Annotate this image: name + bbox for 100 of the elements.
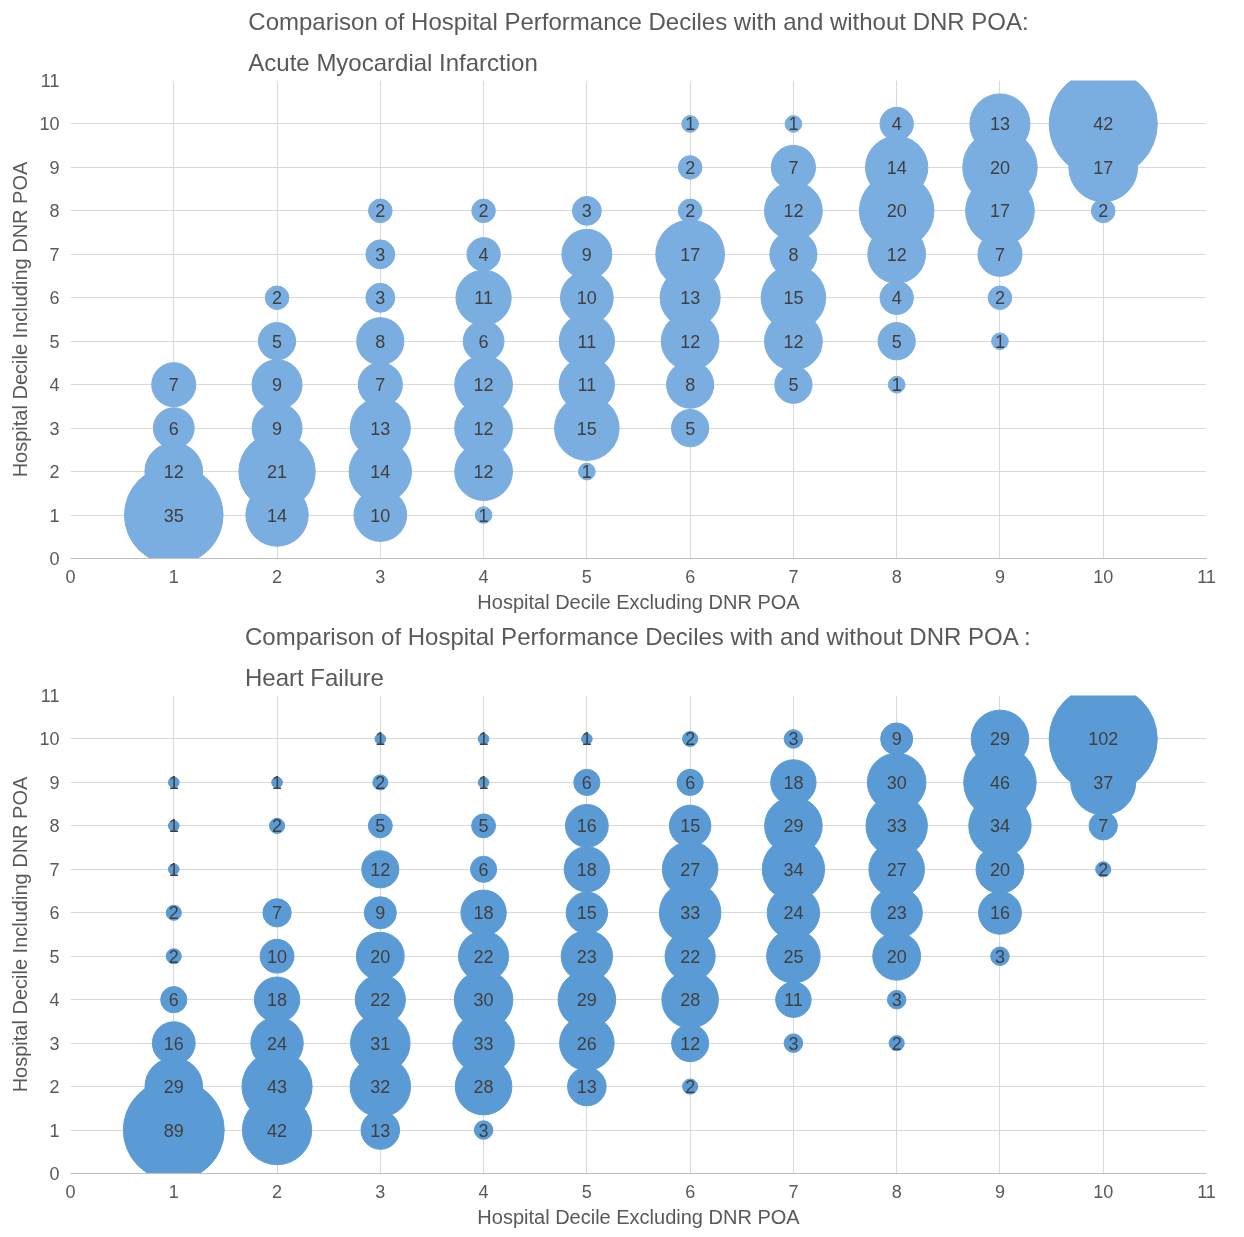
data-label: 2 bbox=[375, 772, 386, 793]
data-label: 10 bbox=[370, 505, 391, 526]
x-tick-label: 3 bbox=[375, 566, 386, 587]
data-label: 14 bbox=[267, 505, 288, 526]
data-label: 31 bbox=[370, 1033, 391, 1054]
data-label: 28 bbox=[680, 990, 701, 1011]
data-label: 37 bbox=[1093, 772, 1114, 793]
data-label: 2 bbox=[272, 288, 283, 309]
data-label: 34 bbox=[989, 816, 1010, 837]
data-label: 2 bbox=[994, 288, 1005, 309]
data-label: 20 bbox=[886, 201, 907, 222]
data-label: 26 bbox=[576, 1033, 597, 1054]
y-tick-label: 3 bbox=[49, 1033, 60, 1054]
data-label: 5 bbox=[788, 375, 799, 396]
data-label: 6 bbox=[168, 990, 179, 1011]
data-label: 2 bbox=[891, 1033, 902, 1054]
data-label: 7 bbox=[168, 375, 179, 396]
data-label: 7 bbox=[994, 244, 1005, 265]
data-label: 4 bbox=[891, 114, 902, 135]
data-label: 18 bbox=[783, 772, 804, 793]
x-tick-label: 3 bbox=[375, 1181, 386, 1202]
data-label: 7 bbox=[375, 375, 386, 396]
data-label: 7 bbox=[272, 903, 283, 924]
data-label: 1 bbox=[788, 114, 799, 135]
y-tick-label: 4 bbox=[49, 990, 60, 1011]
y-tick-label: 7 bbox=[49, 244, 60, 265]
data-label: 13 bbox=[576, 1077, 597, 1098]
data-label: 9 bbox=[272, 375, 283, 396]
data-label: 35 bbox=[163, 505, 184, 526]
data-label: 43 bbox=[267, 1077, 288, 1098]
data-label: 8 bbox=[788, 244, 799, 265]
data-label: 12 bbox=[370, 859, 391, 880]
data-label: 15 bbox=[576, 903, 597, 924]
data-label: 7 bbox=[788, 157, 799, 178]
data-label: 24 bbox=[267, 1033, 288, 1054]
data-label: 24 bbox=[783, 903, 804, 924]
x-tick-label: 11 bbox=[1197, 566, 1216, 587]
data-label: 30 bbox=[473, 990, 494, 1011]
data-label: 13 bbox=[680, 288, 701, 309]
y-tick-label: 10 bbox=[39, 114, 60, 135]
data-label: 20 bbox=[989, 157, 1010, 178]
y-tick-label: 5 bbox=[49, 946, 60, 967]
data-label: 1 bbox=[994, 331, 1005, 352]
data-label: 3 bbox=[994, 946, 1005, 967]
data-label: 18 bbox=[576, 859, 597, 880]
data-label: 12 bbox=[680, 331, 701, 352]
data-label: 1 bbox=[478, 505, 489, 526]
data-label: 5 bbox=[478, 816, 489, 837]
data-label: 3 bbox=[375, 244, 386, 265]
data-label: 2 bbox=[1098, 859, 1109, 880]
data-label: 15 bbox=[576, 418, 597, 439]
data-label: 12 bbox=[473, 375, 494, 396]
y-tick-label: 9 bbox=[49, 772, 60, 793]
x-axis-title: Hospital Decile Excluding DNR POA bbox=[477, 1205, 801, 1228]
y-tick-label: 2 bbox=[49, 1077, 60, 1098]
data-label: 22 bbox=[680, 946, 701, 967]
data-label: 32 bbox=[370, 1077, 391, 1098]
y-tick-label: 4 bbox=[49, 375, 60, 396]
x-tick-label: 4 bbox=[478, 1181, 489, 1202]
y-tick-label: 8 bbox=[49, 201, 60, 222]
data-label: 17 bbox=[680, 244, 701, 265]
data-label: 102 bbox=[1088, 729, 1119, 750]
x-tick-label: 7 bbox=[788, 1181, 799, 1202]
data-label: 9 bbox=[891, 729, 902, 750]
data-label: 9 bbox=[272, 418, 283, 439]
data-label: 2 bbox=[685, 157, 696, 178]
x-tick-label: 11 bbox=[1197, 1181, 1216, 1202]
data-label: 42 bbox=[267, 1120, 288, 1141]
y-axis-title: Hospital Decile Including DNR POA bbox=[9, 161, 32, 478]
data-label: 29 bbox=[576, 990, 597, 1011]
data-label: 5 bbox=[891, 331, 902, 352]
x-tick-label: 9 bbox=[994, 1181, 1005, 1202]
x-tick-label: 10 bbox=[1093, 1181, 1114, 1202]
x-tick-label: 1 bbox=[168, 566, 179, 587]
data-label: 2 bbox=[478, 201, 489, 222]
data-label: 12 bbox=[783, 331, 804, 352]
data-label: 18 bbox=[473, 903, 494, 924]
data-label: 25 bbox=[783, 946, 804, 967]
data-label: 12 bbox=[886, 244, 907, 265]
data-label: 1 bbox=[168, 772, 179, 793]
y-tick-label: 10 bbox=[39, 729, 60, 750]
data-label: 1 bbox=[891, 375, 902, 396]
x-tick-label: 6 bbox=[685, 1181, 696, 1202]
data-label: 21 bbox=[267, 462, 288, 483]
x-tick-label: 0 bbox=[65, 1181, 76, 1202]
x-tick-label: 4 bbox=[478, 566, 489, 587]
data-label: 29 bbox=[163, 1077, 184, 1098]
data-label: 1 bbox=[478, 772, 489, 793]
data-label: 33 bbox=[680, 903, 701, 924]
data-label: 2 bbox=[168, 903, 179, 924]
data-label: 30 bbox=[886, 772, 907, 793]
data-label: 27 bbox=[886, 859, 907, 880]
data-label: 20 bbox=[370, 946, 391, 967]
data-label: 8 bbox=[375, 331, 386, 352]
data-label: 34 bbox=[783, 859, 804, 880]
x-tick-label: 10 bbox=[1093, 566, 1114, 587]
data-label: 33 bbox=[473, 1033, 494, 1054]
y-tick-label: 1 bbox=[49, 1120, 60, 1141]
data-label: 5 bbox=[685, 418, 696, 439]
y-tick-label: 2 bbox=[49, 462, 60, 483]
